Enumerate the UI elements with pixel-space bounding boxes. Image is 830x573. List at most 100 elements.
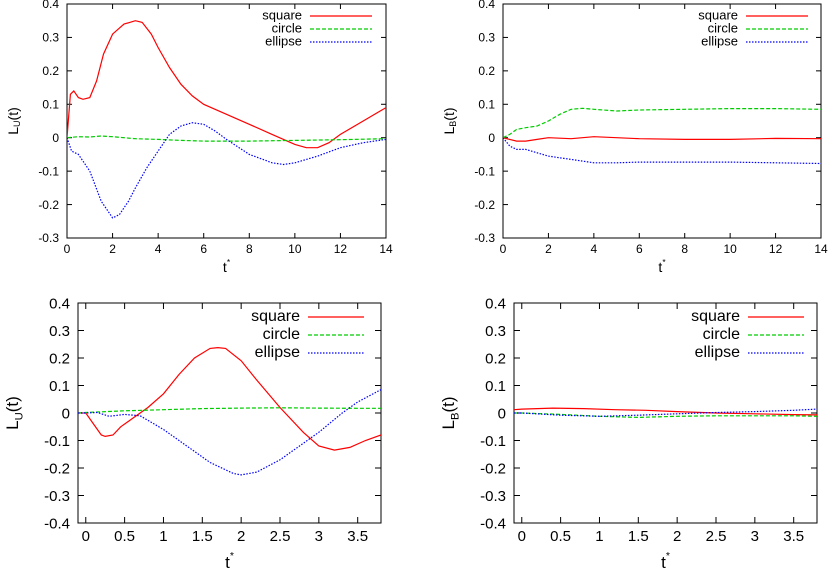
y-tick-label: -0.2: [44, 460, 70, 477]
x-tick-label: 10: [288, 242, 302, 256]
x-tick-label: 0: [500, 242, 507, 256]
y-tick-label: -0.3: [44, 488, 70, 505]
y-axis-label-base: L: [441, 127, 457, 135]
series-line-circle: [503, 107, 821, 139]
x-axis-label: t*: [225, 550, 234, 572]
series-line-circle: [78, 407, 381, 414]
y-tick-label: 0.3: [478, 31, 495, 45]
y-tick-label: -0.3: [474, 231, 495, 245]
x-tick-label: 4: [155, 242, 162, 256]
x-tick-label: 0: [64, 242, 71, 256]
x-tick-label: 3.5: [783, 528, 804, 545]
y-tick-label: 0.1: [478, 97, 495, 111]
legend-label-ellipse: ellipse: [695, 344, 740, 361]
plot-frame: [513, 302, 818, 524]
y-axis-label-sub: B: [449, 413, 461, 421]
y-tick-label: -0.2: [480, 460, 506, 477]
y-axis-label-suffix: (t): [439, 396, 458, 412]
x-tick-label: 2: [673, 528, 681, 545]
y-axis-label-suffix: (t): [5, 107, 21, 120]
x-tick-label: 3: [315, 528, 323, 545]
y-tick-label: 0.3: [485, 323, 506, 340]
x-tick-label: 0.5: [550, 528, 571, 545]
y-tick-label: -0.1: [480, 433, 506, 450]
legend-label-square: square: [262, 7, 302, 22]
y-tick-label: 0.1: [42, 97, 59, 111]
x-tick-label: 14: [379, 242, 393, 256]
x-axis-label-sup: *: [662, 257, 666, 267]
series-line-circle: [67, 135, 386, 142]
plot-frame: [77, 302, 382, 524]
x-tick-label: 12: [334, 242, 348, 256]
y-axis-label: LU(t): [3, 396, 25, 430]
y-tick-label: 0: [498, 405, 506, 422]
legend-label-circle: circle: [263, 326, 300, 343]
series-line-square: [78, 346, 381, 451]
legend-label-square: square: [691, 308, 740, 325]
series-line-ellipse: [503, 137, 821, 165]
chart-2: 0 2 4 6 8 10 12 14 -0.3 -0.2 -0.1 0 0.1 0.2 0.3 0.4 t* LB…: [441, 0, 828, 275]
y-axis-label-suffix: (t): [3, 396, 22, 412]
x-axis-label: t*: [658, 257, 666, 275]
x-tick-label: 1.5: [628, 528, 649, 545]
y-tick-label: 0.2: [42, 64, 59, 78]
y-tick-label: -0.1: [44, 433, 70, 450]
x-tick-label: 2: [545, 242, 552, 256]
legend-label-circle: circle: [272, 20, 302, 35]
x-tick-label: 2: [237, 528, 245, 545]
plot-frame: [66, 3, 387, 239]
x-tick-label: 3.5: [347, 528, 368, 545]
y-axis-label: LU(t): [5, 107, 23, 135]
x-axis-label-sup: *: [666, 550, 670, 562]
y-axis-label-sub: U: [13, 412, 25, 420]
x-axis-label: t*: [223, 257, 231, 275]
y-axis-label-suffix: (t): [441, 107, 457, 120]
y-axis-label-base: L: [3, 420, 22, 429]
series-line-ellipse: [514, 408, 817, 417]
y-tick-label: 0.1: [485, 378, 506, 395]
series-line-ellipse: [67, 122, 386, 219]
y-axis-label-sub: U: [13, 120, 23, 127]
y-tick-label: 0.2: [478, 64, 495, 78]
legend-label-ellipse: ellipse: [265, 33, 302, 48]
x-tick-label: 8: [246, 242, 253, 256]
x-axis-label-sup: *: [227, 257, 231, 267]
y-tick-label: -0.4: [480, 515, 506, 532]
x-tick-label: 2.5: [706, 528, 727, 545]
x-tick-label: 2: [109, 242, 116, 256]
x-tick-label: 1: [159, 528, 167, 545]
plot-frame: [502, 3, 822, 239]
y-axis-label-base: L: [439, 420, 458, 429]
x-axis-label-base: t: [225, 553, 230, 572]
x-axis-label-base: t: [223, 259, 227, 275]
x-tick-label: 2.5: [270, 528, 291, 545]
legend-label-ellipse: ellipse: [701, 33, 738, 48]
legend-label-square: square: [698, 7, 738, 22]
legend-label-ellipse: ellipse: [255, 344, 300, 361]
y-tick-label: 0.3: [49, 323, 70, 340]
y-tick-label: 0: [52, 131, 59, 145]
y-tick-label: -0.2: [38, 198, 59, 212]
y-tick-label: -0.3: [38, 231, 59, 245]
legend-label-circle: circle: [703, 326, 740, 343]
x-tick-label: 0: [518, 528, 526, 545]
x-axis-label-base: t: [658, 259, 662, 275]
y-axis-label-sub: B: [449, 121, 459, 127]
x-tick-label: 0.5: [114, 528, 135, 545]
y-tick-label: 0.4: [42, 0, 59, 11]
x-axis-label: t*: [661, 550, 670, 572]
y-tick-label: 0.4: [478, 0, 495, 11]
chart-1: 0 2 4 6 8 10 12 14 -0.3 -0.2 -0.1 0 0.1 0.2 0.3 0.4 t* LU…: [5, 0, 393, 275]
y-tick-label: -0.1: [38, 164, 59, 178]
y-tick-label: 0.3: [42, 31, 59, 45]
x-tick-label: 6: [636, 242, 643, 256]
x-axis-label-sup: *: [230, 550, 234, 562]
x-tick-label: 4: [591, 242, 598, 256]
y-tick-label: 0: [488, 131, 495, 145]
x-tick-label: 8: [681, 242, 688, 256]
series-line-ellipse: [78, 389, 381, 476]
y-axis-label-base: L: [5, 127, 21, 135]
y-tick-label: 0.2: [49, 350, 70, 367]
series-line-square: [514, 407, 817, 416]
